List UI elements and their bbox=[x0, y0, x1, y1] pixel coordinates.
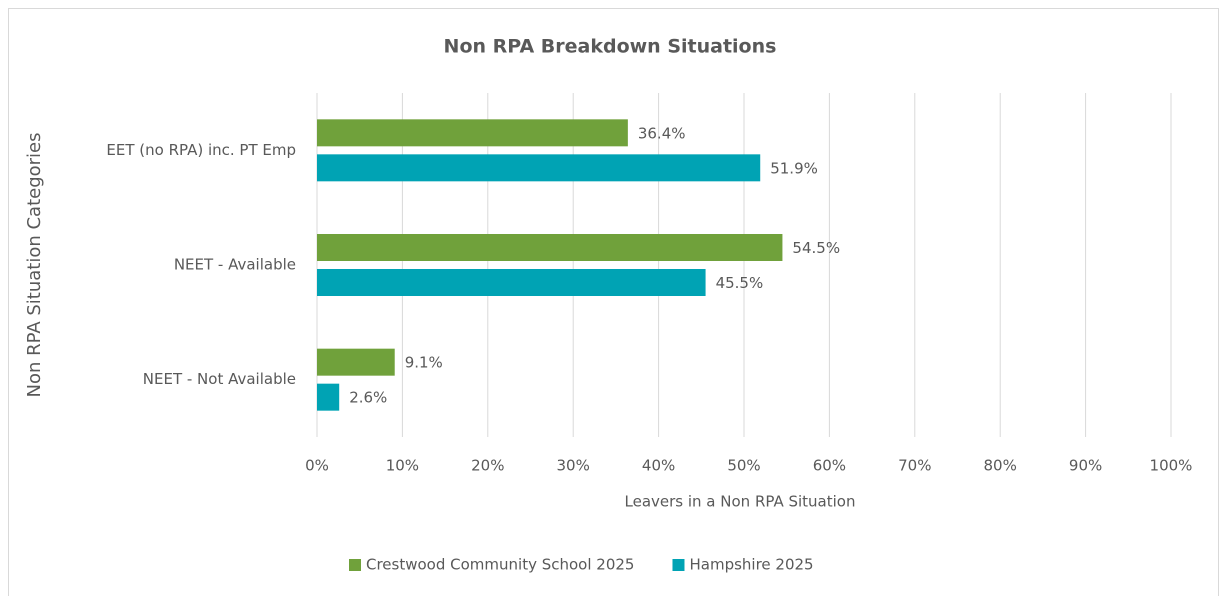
data-label: 45.5% bbox=[716, 274, 764, 292]
x-tick-label: 100% bbox=[1150, 457, 1193, 475]
bar bbox=[317, 234, 783, 261]
x-tick-label: 20% bbox=[471, 457, 504, 475]
x-tick-label: 90% bbox=[1069, 457, 1102, 475]
x-axis-title: Leavers in a Non RPA Situation bbox=[625, 493, 856, 511]
legend-swatch bbox=[672, 559, 685, 571]
bar bbox=[317, 348, 395, 376]
x-tick-label: 50% bbox=[727, 457, 760, 475]
data-label: 2.6% bbox=[349, 389, 387, 407]
bar bbox=[317, 269, 706, 296]
data-label: 51.9% bbox=[770, 159, 818, 177]
data-label: 54.5% bbox=[792, 239, 840, 257]
bar bbox=[317, 154, 761, 182]
x-tick-label: 70% bbox=[898, 457, 931, 475]
y-tick-label: EET (no RPA) inc. PT Emp bbox=[106, 141, 296, 159]
chart-title: Non RPA Breakdown Situations bbox=[444, 36, 777, 58]
legend-swatch bbox=[349, 559, 361, 571]
x-tick-label: 80% bbox=[984, 457, 1017, 475]
data-label: 36.4% bbox=[638, 124, 686, 142]
legend-label: Hampshire 2025 bbox=[689, 556, 813, 574]
x-tick-label: 60% bbox=[813, 457, 846, 475]
legend-label: Crestwood Community School 2025 bbox=[366, 556, 634, 574]
x-tick-label: 0% bbox=[305, 457, 329, 475]
x-tick-label: 30% bbox=[557, 457, 590, 475]
x-tick-label: 10% bbox=[386, 457, 419, 475]
y-tick-label: NEET - Available bbox=[174, 256, 296, 274]
data-label: 9.1% bbox=[405, 354, 443, 372]
y-axis-title: Non RPA Situation Categories bbox=[24, 133, 45, 398]
chart-border bbox=[8, 8, 1219, 596]
bar bbox=[317, 383, 340, 411]
y-tick-label: NEET - Not Available bbox=[143, 370, 296, 388]
x-tick-label: 40% bbox=[642, 457, 675, 475]
bar bbox=[317, 119, 628, 147]
